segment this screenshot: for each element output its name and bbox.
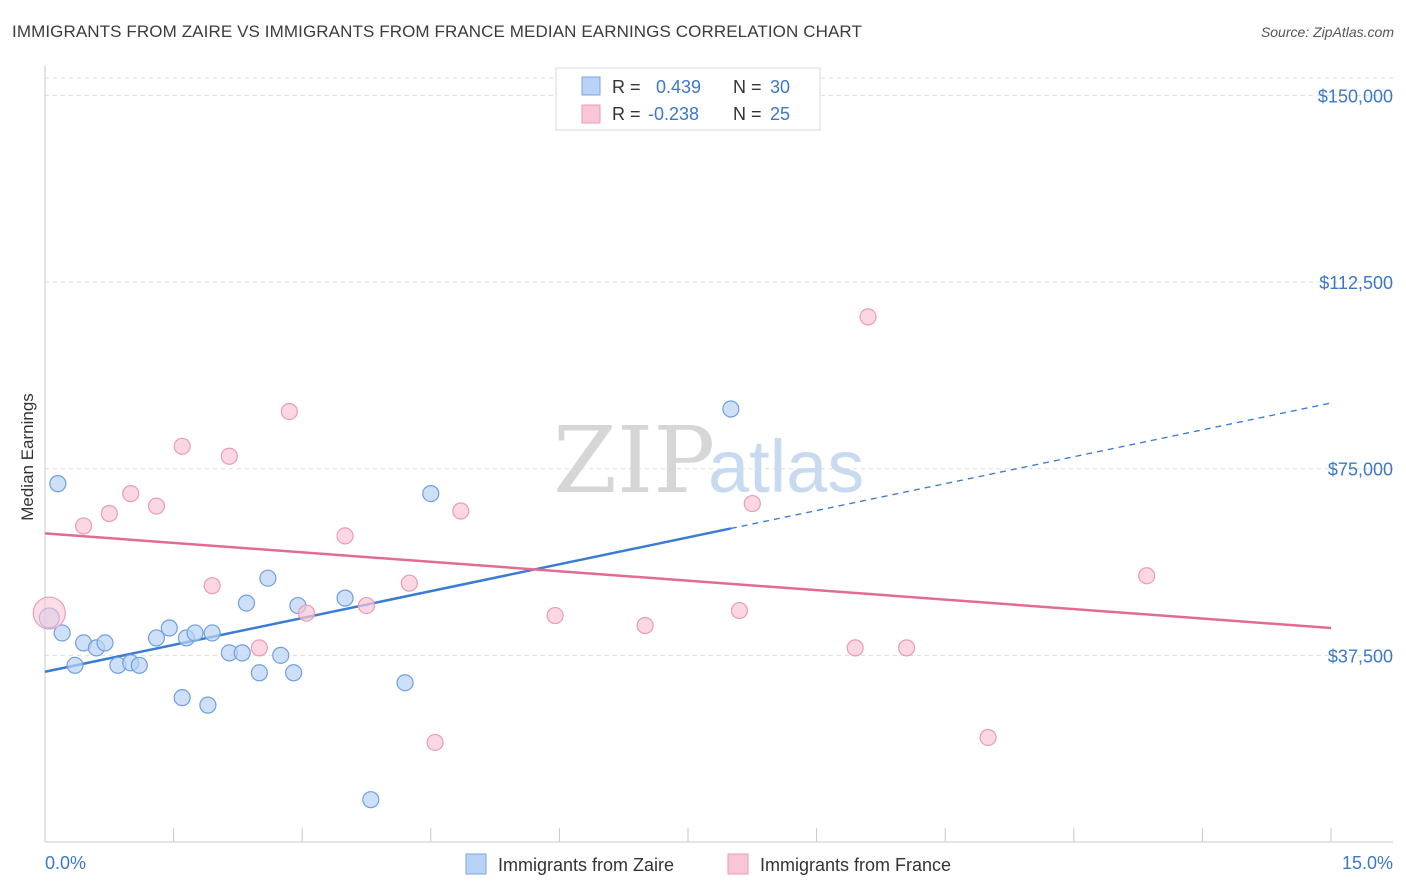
data-points — [32, 308, 1156, 809]
grid-lines — [45, 77, 1393, 656]
trend-lines — [44, 402, 1332, 674]
france-point-14 — [426, 733, 444, 752]
france-point-24 — [1138, 567, 1156, 585]
y-axis-title: Median Earnings — [18, 393, 37, 521]
zaire-point-8 — [130, 656, 148, 674]
axes — [44, 66, 1393, 843]
zaire-point-9 — [147, 629, 166, 647]
y-tick-label-3: $150,000 — [1318, 86, 1393, 106]
y-tick-label-1: $75,000 — [1328, 460, 1393, 480]
france-point-16 — [546, 606, 564, 625]
zaire-point-1 — [53, 624, 71, 642]
france-point-1 — [74, 517, 93, 535]
france-point-23 — [979, 728, 997, 747]
x-tick-label-1: 15.0% — [1342, 853, 1393, 873]
tick-labels: $37,500 $75,000 $112,500 $150,000 0.0% 15.0% — [45, 86, 1393, 873]
zaire-point-2 — [66, 656, 84, 674]
zaire-point-24 — [362, 791, 380, 809]
legend-france-r-label: R = — [612, 104, 641, 124]
france-point-9 — [280, 402, 298, 421]
source-label: Source: ZipAtlas.com — [1260, 24, 1394, 40]
zaire-trend-line — [44, 527, 732, 674]
legend-bottom-france-swatch — [727, 853, 749, 875]
france-point-15 — [452, 502, 470, 520]
zaire-point-23 — [336, 589, 354, 607]
zaire-point-26 — [422, 484, 440, 503]
legend-zaire-n-label: N = — [733, 77, 762, 97]
legend-france-r-value: -0.238 — [648, 104, 699, 124]
zaire-point-21 — [285, 664, 303, 682]
zaire-point-18 — [250, 664, 268, 682]
france-point-5 — [173, 437, 191, 455]
zaire-point-10 — [160, 619, 178, 637]
france-point-13 — [400, 574, 418, 592]
france-point-17 — [636, 616, 654, 635]
france-point-3 — [122, 484, 140, 503]
legend-stats: R = 0.439 N = 30 R = -0.238 N = 25 — [555, 67, 821, 131]
france-point-18 — [730, 601, 749, 620]
legend-zaire-n-value: 30 — [770, 77, 790, 97]
legend-bottom-zaire-swatch — [465, 853, 487, 875]
zaire-point-20 — [272, 646, 290, 664]
france-point-6 — [203, 577, 221, 595]
legend-france-n-value: 25 — [770, 104, 790, 124]
legend-france-swatch — [581, 104, 601, 124]
france-point-12 — [357, 596, 376, 615]
x-tick-label-0: 0.0% — [45, 853, 86, 873]
france-point-0 — [32, 596, 66, 630]
watermark-zip: ZIP — [553, 407, 715, 514]
france-point-2 — [100, 504, 118, 523]
legend-zaire-r-label: R = — [612, 77, 641, 97]
y-tick-label-0: $37,500 — [1328, 646, 1393, 666]
france-point-8 — [250, 639, 268, 657]
france-point-20 — [846, 639, 864, 657]
legend-zaire-swatch — [581, 76, 601, 96]
legend-series: Immigrants from Zaire Immigrants from Fr… — [465, 853, 951, 875]
legend-bottom-zaire-label: Immigrants from Zaire — [498, 855, 674, 875]
y-tick-label-2: $112,500 — [1319, 273, 1393, 293]
watermark-atlas: atlas — [708, 425, 864, 508]
france-point-7 — [220, 447, 238, 465]
legend-france-n-label: N = — [733, 104, 762, 124]
zaire-trend-extension — [730, 402, 1332, 530]
zaire-point-27 — [722, 400, 740, 418]
zaire-point-29 — [199, 696, 217, 714]
zaire-point-25 — [396, 674, 414, 692]
zaire-point-11 — [173, 689, 191, 707]
zaire-point-17 — [237, 594, 256, 612]
france-point-22 — [898, 639, 916, 657]
zaire-point-16 — [233, 644, 251, 662]
watermark: ZIP atlas — [553, 407, 864, 514]
zaire-point-14 — [203, 624, 221, 642]
zaire-point-5 — [96, 634, 114, 652]
chart-title: IMMIGRANTS FROM ZAIRE VS IMMIGRANTS FROM… — [12, 22, 862, 41]
zaire-point-19 — [259, 569, 277, 587]
legend-bottom-france-label: Immigrants from France — [760, 855, 951, 875]
france-trend-line — [44, 532, 1332, 630]
france-point-4 — [147, 497, 166, 515]
france-point-11 — [336, 527, 354, 545]
france-point-19 — [743, 494, 761, 513]
france-point-10 — [297, 604, 316, 622]
legend-zaire-r-value: 0.439 — [656, 77, 701, 97]
zaire-point-28 — [49, 475, 67, 493]
france-point-21 — [859, 308, 877, 326]
zaire-point-13 — [186, 624, 204, 642]
